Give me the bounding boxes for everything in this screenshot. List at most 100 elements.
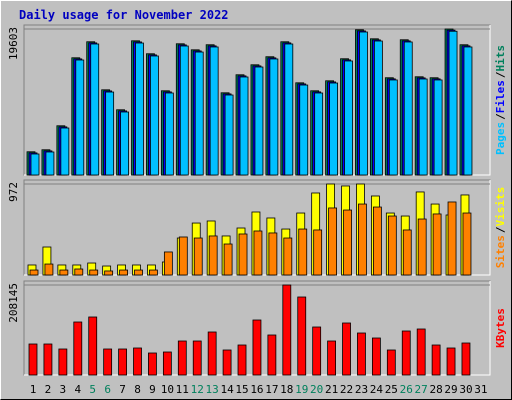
bar — [282, 284, 292, 376]
bar — [431, 344, 441, 376]
legend: Sites /Visits — [494, 187, 507, 269]
bar — [238, 233, 248, 276]
bar — [328, 207, 338, 276]
bar — [194, 51, 204, 176]
bar — [448, 30, 458, 176]
x-tick-label: 11 — [176, 383, 189, 396]
bar — [284, 43, 294, 176]
x-tick-label: 13 — [206, 383, 219, 396]
x-tick-label: 23 — [355, 383, 368, 396]
bar — [433, 79, 443, 176]
bar — [163, 251, 173, 276]
x-tick-label: 3 — [60, 383, 67, 396]
x-tick-label: 27 — [415, 383, 428, 396]
x-tick-label: 6 — [104, 383, 111, 396]
x-tick-label: 15 — [235, 383, 248, 396]
bar — [357, 332, 366, 376]
bar — [401, 330, 411, 376]
y-tick-label: 972 — [7, 182, 20, 202]
bar — [103, 348, 113, 376]
bar — [118, 348, 127, 376]
bar — [358, 203, 367, 276]
bar — [269, 58, 279, 176]
bar — [89, 269, 99, 276]
legend-separator: / — [494, 71, 507, 78]
x-tick-label: 21 — [325, 383, 338, 396]
bar — [267, 334, 277, 376]
bar — [135, 42, 144, 176]
bar — [342, 322, 351, 376]
x-tick-label: 25 — [385, 383, 398, 396]
x-tick-label: 7 — [119, 383, 126, 396]
bar — [329, 82, 339, 176]
bar — [372, 206, 382, 276]
bar — [193, 237, 203, 276]
x-tick-label: 19 — [295, 383, 308, 396]
bar — [28, 343, 38, 376]
bar — [29, 269, 39, 276]
bar — [30, 153, 40, 176]
bar — [90, 43, 100, 176]
x-tick-label: 16 — [250, 383, 263, 396]
legend: Pages/Files/Hits — [494, 45, 507, 155]
legend-entry: Files — [494, 80, 507, 113]
bar — [327, 340, 337, 376]
bar — [179, 45, 189, 176]
x-tick-label: 8 — [134, 383, 141, 396]
bar — [224, 94, 234, 176]
bar — [297, 296, 307, 376]
bar — [403, 41, 413, 176]
bar — [105, 91, 115, 176]
x-tick-label: 18 — [280, 383, 293, 396]
bar — [418, 78, 428, 176]
bar — [252, 319, 262, 376]
bar — [149, 269, 158, 276]
bar — [237, 344, 247, 376]
bar — [314, 92, 324, 176]
bar — [177, 340, 187, 376]
x-tick-label: 30 — [459, 383, 472, 396]
bar — [313, 229, 323, 276]
legend-entry: KBytes — [494, 308, 507, 348]
bar — [73, 321, 83, 376]
bar — [222, 349, 232, 376]
bar — [208, 235, 218, 276]
bar — [432, 213, 442, 276]
bar — [148, 352, 157, 376]
x-tick-label: 5 — [89, 383, 96, 396]
bar — [388, 79, 398, 176]
legend-entry: Sites — [494, 235, 507, 268]
bar — [119, 269, 128, 276]
x-tick-label: 1 — [30, 383, 37, 396]
legend-entry: Pages — [494, 122, 507, 155]
x-tick-label: 9 — [149, 383, 156, 396]
bar — [88, 316, 98, 376]
bar — [60, 127, 70, 176]
bar — [223, 243, 233, 276]
bar — [59, 269, 69, 276]
bar — [283, 237, 293, 276]
bar — [120, 111, 129, 176]
x-tick-label: 4 — [74, 383, 81, 396]
bar — [45, 151, 55, 176]
x-tick-label: 14 — [220, 383, 234, 396]
bar — [44, 263, 54, 276]
legend-separator: / — [494, 113, 507, 120]
legend: KBytes — [494, 308, 507, 348]
bar — [74, 268, 84, 276]
x-tick-label: 22 — [340, 383, 353, 396]
legend-entry: Visits — [494, 187, 507, 227]
x-tick-label: 28 — [429, 383, 442, 396]
bar — [150, 55, 159, 176]
legend-separator: / — [494, 226, 507, 233]
x-tick-label: 2 — [45, 383, 52, 396]
bar — [312, 326, 322, 376]
x-tick-label: 29 — [444, 383, 457, 396]
bar — [239, 76, 249, 176]
bar — [402, 229, 412, 276]
bar — [461, 342, 471, 376]
bar — [343, 209, 352, 276]
bar — [446, 347, 456, 376]
